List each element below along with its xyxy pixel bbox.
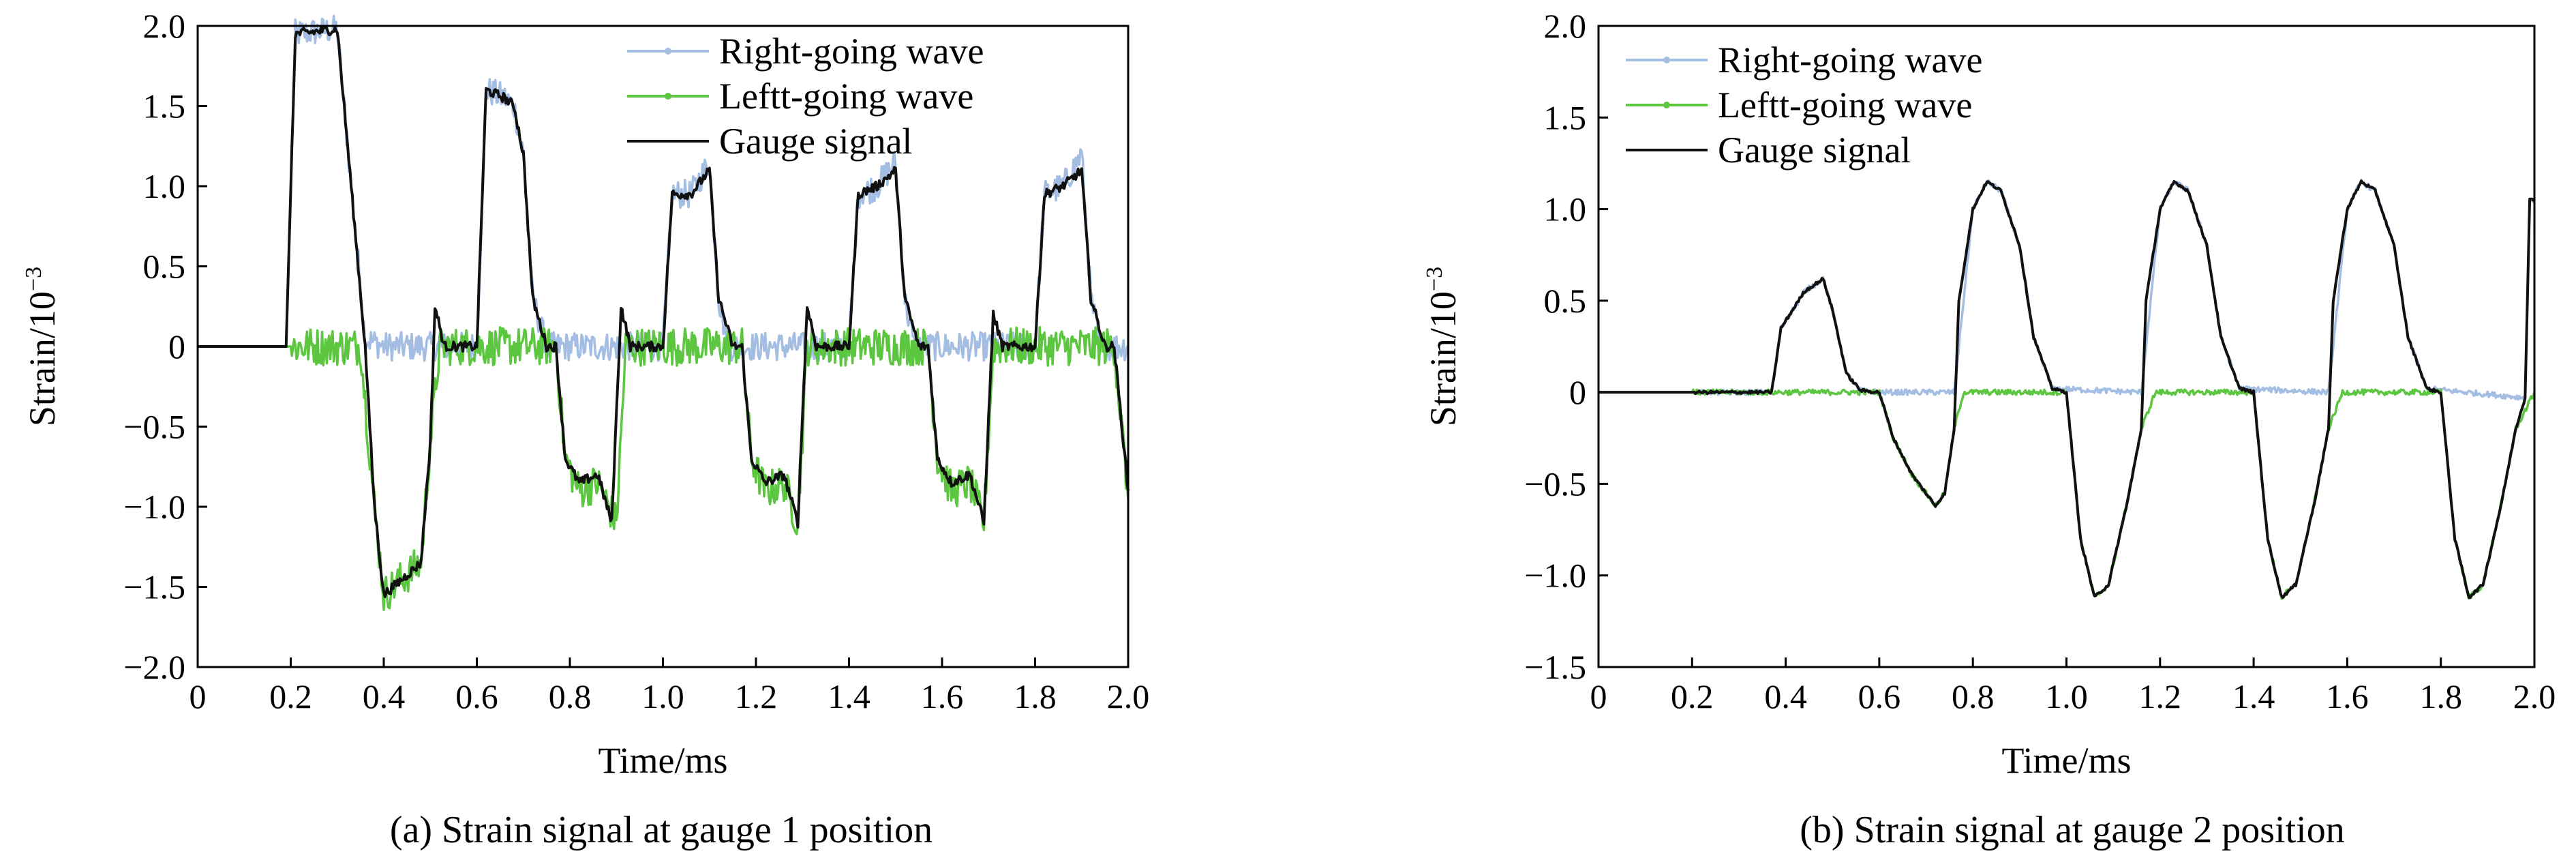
x-tick-label: 1.8 bbox=[1014, 677, 1057, 715]
y-tick-label: 1.5 bbox=[143, 87, 186, 125]
x-tick-label: 0.8 bbox=[1952, 677, 1995, 715]
legend-label: Gauge signal bbox=[719, 121, 912, 162]
x-tick-label: 1.6 bbox=[921, 677, 964, 715]
plot-frame bbox=[1597, 25, 2536, 668]
series-line-gauge-signal bbox=[197, 25, 1130, 598]
x-tick-label: 1.4 bbox=[828, 677, 870, 715]
x-tick-label: 0.4 bbox=[1764, 677, 1807, 715]
caption: (a) Strain signal at gauge 1 position bbox=[390, 809, 933, 851]
x-tick-label: 1.6 bbox=[2326, 677, 2369, 715]
legend-label: Gauge signal bbox=[1718, 130, 1911, 171]
y-tick-label: 0 bbox=[168, 327, 185, 366]
chart-panel-a: 0 0.2 0.4 0.6 0.8 1.0 1.2 1.4 1.6 1.8 2.0 −2.0 −1.5… bbox=[21, 7, 1149, 851]
y-axis-title-main: Strain/10 bbox=[22, 291, 63, 426]
legend-marker bbox=[1663, 102, 1670, 108]
x-tick-label: 0.2 bbox=[1671, 677, 1714, 715]
x-tick-label: 0 bbox=[190, 677, 207, 715]
y-tick-label: 1.0 bbox=[1544, 190, 1587, 228]
y-axis-title-exponent: −3 bbox=[1422, 267, 1447, 291]
x-tick-label: 0.2 bbox=[269, 677, 312, 715]
series-lines bbox=[1598, 178, 2536, 600]
y-axis-title: Strain/10−3 bbox=[1422, 267, 1464, 426]
legend-label: Leftt-going wave bbox=[719, 76, 973, 117]
y-tick-label: −1.0 bbox=[1524, 557, 1586, 595]
legend-marker bbox=[1663, 57, 1670, 63]
y-axis-title-main: Strain/10 bbox=[1423, 291, 1464, 426]
x-tick-label: 2.0 bbox=[1107, 677, 1150, 715]
x-tick-label: 1.8 bbox=[2419, 677, 2462, 715]
x-tick-labels: 0 0.2 0.4 0.6 0.8 1.0 1.2 1.4 1.6 1.8 2.0 bbox=[1590, 677, 2556, 715]
y-tick-label: −2.0 bbox=[123, 648, 185, 686]
series-lines bbox=[197, 14, 1130, 611]
y-tick-label: 0 bbox=[1569, 373, 1586, 411]
x-tick-label: 0.4 bbox=[363, 677, 406, 715]
y-tick-label: −1.5 bbox=[123, 568, 185, 606]
x-tick-label: 0 bbox=[1590, 677, 1607, 715]
x-tick-label: 1.0 bbox=[641, 677, 684, 715]
y-tick-label: −1.0 bbox=[123, 488, 185, 526]
legend-label: Right-going wave bbox=[719, 31, 984, 72]
legend: Right-going wave Leftt-going wave Gauge si… bbox=[1626, 40, 1982, 171]
legend-marker bbox=[665, 93, 671, 100]
x-axis-title: Time/ms bbox=[598, 740, 727, 781]
legend-label: Right-going wave bbox=[1718, 40, 1982, 80]
x-tick-label: 1.0 bbox=[2045, 677, 2088, 715]
caption: (b) Strain signal at gauge 2 position bbox=[1800, 809, 2344, 851]
y-tick-label: −0.5 bbox=[1524, 464, 1586, 503]
x-tick-label: 0.6 bbox=[455, 677, 498, 715]
y-tick-label: 2.0 bbox=[143, 7, 186, 45]
series-line-leftt-going-wave bbox=[1598, 388, 2536, 600]
series-line-leftt-going-wave bbox=[197, 326, 1130, 611]
x-tick-label: 1.2 bbox=[2139, 677, 2182, 715]
x-tick-label: 1.4 bbox=[2232, 677, 2275, 715]
y-axis-title-exponent: −3 bbox=[21, 267, 46, 291]
y-tick-label: −0.5 bbox=[123, 408, 185, 446]
x-tick-labels: 0 0.2 0.4 0.6 0.8 1.0 1.2 1.4 1.6 1.8 2.0 bbox=[190, 677, 1150, 715]
x-tick-label: 2.0 bbox=[2513, 677, 2556, 715]
y-tick-labels: −2.0 −1.5 −1.0 −0.5 0 0.5 1.0 1.5 2.0 bbox=[123, 7, 185, 686]
y-tick-label: 1.5 bbox=[1544, 98, 1587, 136]
y-tick-labels: −1.5 −1.0 −0.5 0 0.5 1.0 1.5 2.0 bbox=[1524, 7, 1586, 686]
series-line-gauge-signal bbox=[1598, 179, 2535, 600]
series-line-right-going-wave bbox=[1598, 178, 2536, 402]
series-line-right-going-wave bbox=[197, 14, 1129, 362]
plot-frame bbox=[196, 25, 1130, 668]
legend-marker bbox=[665, 48, 671, 55]
y-axis-title: Strain/10−3 bbox=[21, 267, 63, 426]
x-axis-title: Time/ms bbox=[2001, 740, 2131, 781]
x-tick-label: 0.8 bbox=[549, 677, 592, 715]
y-tick-label: 0.5 bbox=[1544, 282, 1587, 320]
x-tick-label: 0.6 bbox=[1858, 677, 1901, 715]
y-tick-label: −1.5 bbox=[1524, 648, 1586, 686]
x-tick-label: 1.2 bbox=[735, 677, 778, 715]
y-tick-label: 2.0 bbox=[1544, 7, 1587, 45]
legend-label: Leftt-going wave bbox=[1718, 85, 1972, 125]
chart-panel-b: 0 0.2 0.4 0.6 0.8 1.0 1.2 1.4 1.6 1.8 2.0 −1.5 −1.0… bbox=[1422, 7, 2556, 851]
y-tick-label: 0.5 bbox=[143, 248, 186, 286]
y-tick-label: 1.0 bbox=[143, 167, 186, 205]
